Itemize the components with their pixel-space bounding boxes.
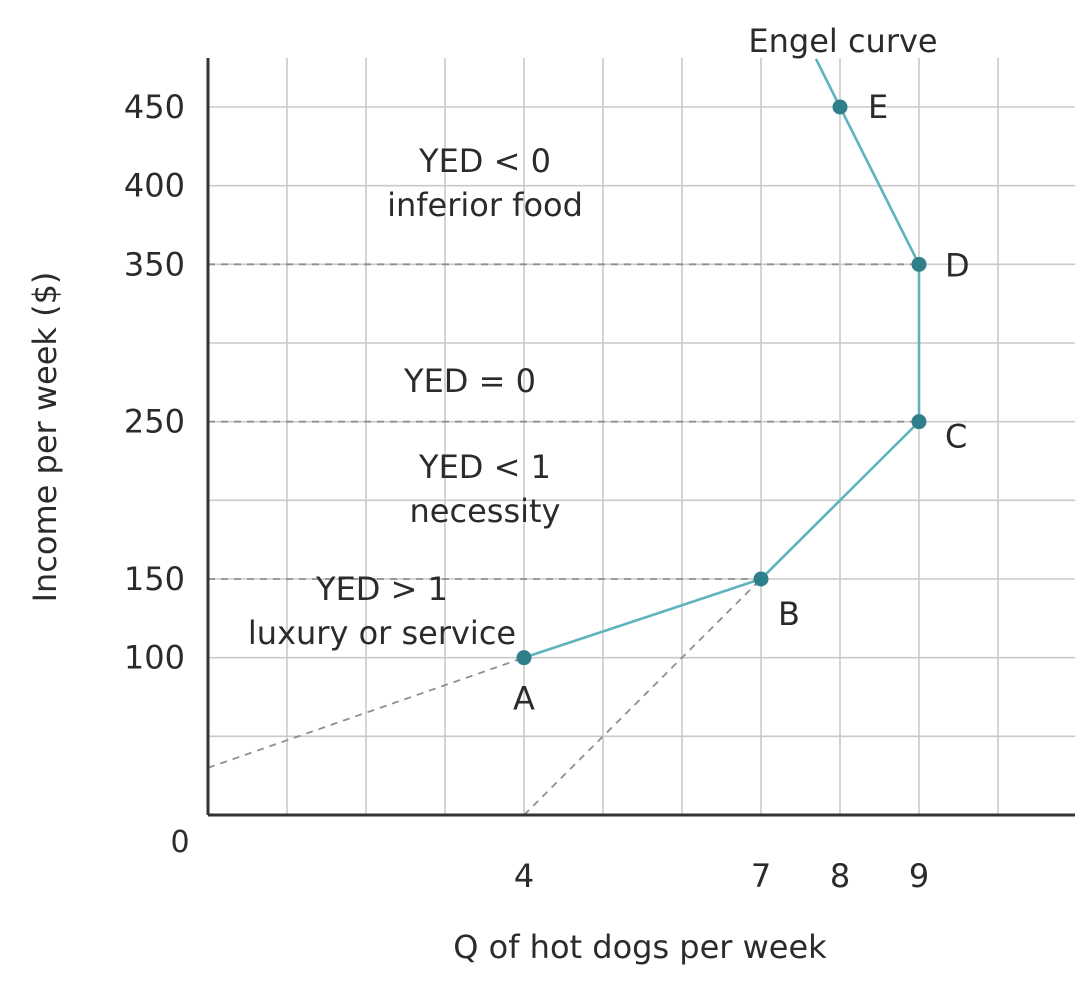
annotations: YED < 0 inferior food YED = 0 YED < 1 necess… — [248, 142, 583, 652]
annotation-text: inferior food — [387, 186, 583, 224]
extension-line — [523, 578, 762, 816]
y-tick-label: 100 — [124, 639, 185, 677]
annotation-text: luxury or service — [248, 614, 516, 652]
annotation-text: YED < 1 — [418, 448, 551, 486]
annotation-text: necessity — [410, 492, 561, 530]
y-tick-label: 400 — [124, 167, 185, 205]
y-axis-title: Income per week ($) — [26, 272, 64, 603]
point-label: A — [513, 680, 535, 718]
extension-line — [207, 656, 525, 769]
origin-label: 0 — [170, 825, 189, 860]
annotation-text: YED < 0 — [418, 142, 551, 180]
point-label: B — [778, 595, 800, 633]
x-tick-label: 7 — [751, 857, 771, 895]
y-tick-label: 250 — [124, 403, 185, 441]
axes — [206, 58, 1075, 817]
x-axis-title: Q of hot dogs per week — [453, 928, 827, 966]
data-point — [832, 99, 848, 115]
series-name-label: Engel curve — [748, 22, 937, 60]
point-label: D — [945, 246, 970, 284]
series-line — [523, 106, 921, 659]
tick-labels: 4 7 8 9 100 150 250 350 400 450 — [124, 88, 929, 895]
x-tick-label: 9 — [909, 857, 929, 895]
point-label: C — [945, 418, 967, 456]
x-tick-label: 8 — [830, 857, 850, 895]
data-point — [753, 571, 769, 587]
x-tick-label: 4 — [514, 857, 534, 895]
data-point — [911, 256, 927, 272]
data-point — [911, 414, 927, 430]
y-tick-label: 450 — [124, 88, 185, 126]
data-point — [516, 650, 532, 666]
y-tick-label: 350 — [124, 245, 185, 283]
series-line-extension — [814, 58, 842, 108]
y-tick-label: 150 — [124, 560, 185, 598]
reference-lines — [207, 263, 919, 816]
point-label: E — [868, 88, 888, 126]
annotation-text: YED = 0 — [403, 362, 536, 400]
annotation-text: YED > 1 — [315, 570, 448, 608]
series: A B C D E — [513, 58, 970, 718]
